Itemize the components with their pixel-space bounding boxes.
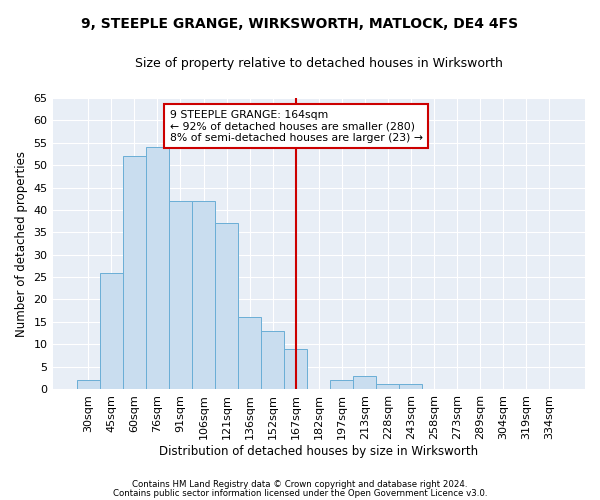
- Bar: [353, 376, 376, 389]
- X-axis label: Distribution of detached houses by size in Wirksworth: Distribution of detached houses by size …: [159, 444, 478, 458]
- Bar: [330, 380, 353, 389]
- Bar: [238, 318, 261, 389]
- Bar: [192, 201, 215, 389]
- Bar: [123, 156, 146, 389]
- Text: 9 STEEPLE GRANGE: 164sqm
← 92% of detached houses are smaller (280)
8% of semi-d: 9 STEEPLE GRANGE: 164sqm ← 92% of detach…: [170, 110, 422, 143]
- Bar: [100, 272, 123, 389]
- Bar: [284, 348, 307, 389]
- Bar: [169, 201, 192, 389]
- Bar: [215, 224, 238, 389]
- Y-axis label: Number of detached properties: Number of detached properties: [15, 150, 28, 336]
- Bar: [146, 148, 169, 389]
- Bar: [77, 380, 100, 389]
- Title: Size of property relative to detached houses in Wirksworth: Size of property relative to detached ho…: [135, 58, 503, 70]
- Bar: [376, 384, 400, 389]
- Text: 9, STEEPLE GRANGE, WIRKSWORTH, MATLOCK, DE4 4FS: 9, STEEPLE GRANGE, WIRKSWORTH, MATLOCK, …: [82, 18, 518, 32]
- Bar: [400, 384, 422, 389]
- Text: Contains public sector information licensed under the Open Government Licence v3: Contains public sector information licen…: [113, 489, 487, 498]
- Bar: [261, 331, 284, 389]
- Text: Contains HM Land Registry data © Crown copyright and database right 2024.: Contains HM Land Registry data © Crown c…: [132, 480, 468, 489]
